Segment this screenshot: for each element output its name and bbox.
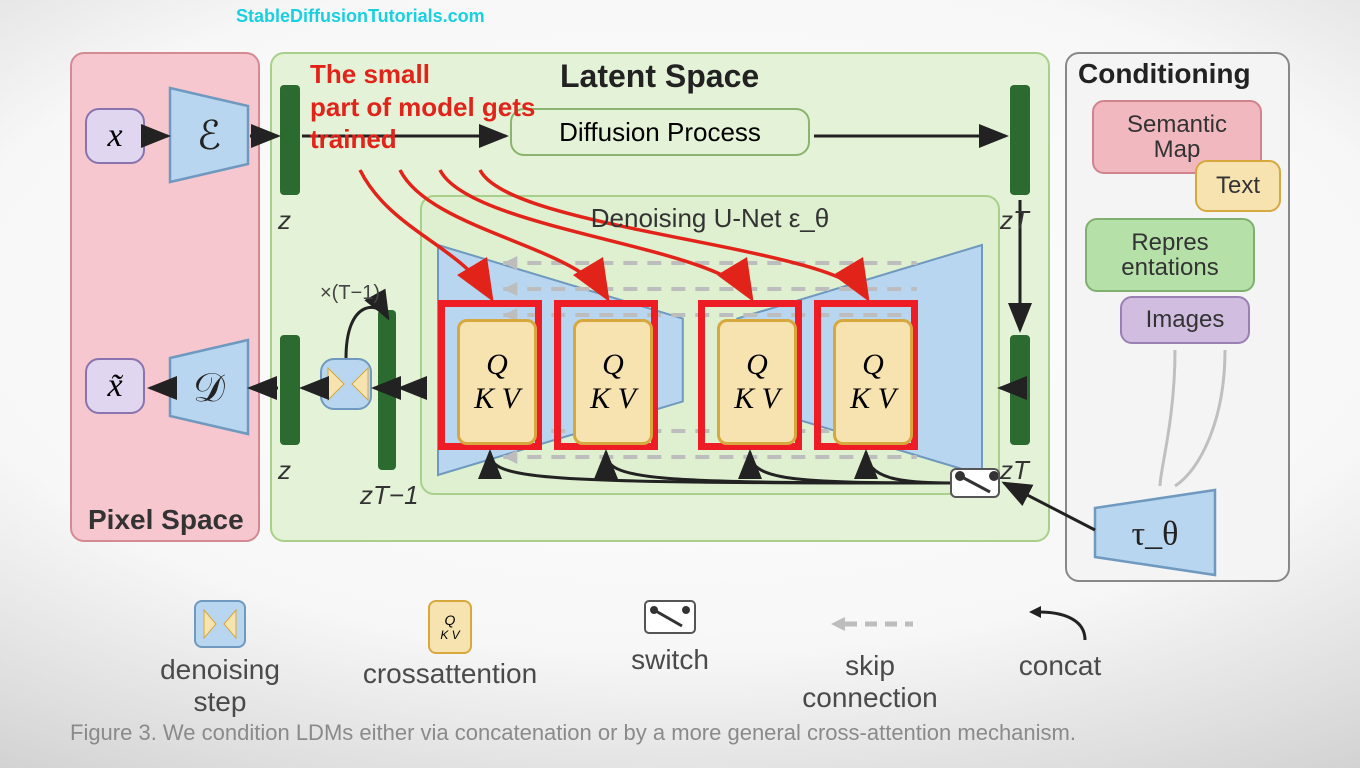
watermark: StableDiffusionTutorials.com xyxy=(236,6,485,27)
legend-concat: concat xyxy=(970,600,1150,682)
bar-label-z_out: z xyxy=(278,455,291,486)
conditioning-label: Conditioning xyxy=(1078,58,1251,90)
qkv-block-1: QK V xyxy=(554,300,658,450)
z-bar-bottom xyxy=(280,335,300,445)
qkv-block-0: QK V xyxy=(438,300,542,450)
bar-label-zT_bot: zT xyxy=(1000,455,1029,486)
zT-bar-top xyxy=(1010,85,1030,195)
legend-denoise: denoising step xyxy=(130,600,310,718)
annotation-line3: trained xyxy=(310,123,535,156)
diagram-stage: StableDiffusionTutorials.com Pixel Space… xyxy=(0,0,1360,768)
bar-label-z_in: z xyxy=(278,205,291,236)
diffusion-process-node: Diffusion Process xyxy=(510,108,810,156)
legend-skip: skip connection xyxy=(780,600,960,714)
legend-qkv: QK Vcrossattention xyxy=(360,600,540,690)
xtilde-node: x̃ xyxy=(85,358,145,414)
pixel-space-label: Pixel Space xyxy=(88,504,244,536)
z-bar-top xyxy=(280,85,300,195)
zt-1-bar xyxy=(378,310,396,470)
qkv-block-3: QK V xyxy=(814,300,918,450)
denoise-step-mini xyxy=(320,358,372,410)
zT-bar-bottom xyxy=(1010,335,1030,445)
conditioning-item-3: Images xyxy=(1120,296,1250,344)
x-node: x xyxy=(85,108,145,164)
annotation-text: The small part of model gets trained xyxy=(310,58,535,156)
annotation-line1: The small xyxy=(310,58,535,91)
conditioning-item-1: Text xyxy=(1195,160,1281,212)
figure-caption: Figure 3. We condition LDMs either via c… xyxy=(70,720,1076,746)
bar-label-zt1: zT−1 xyxy=(360,480,419,511)
legend-switch: switch xyxy=(580,600,760,676)
qkv-block-2: QK V xyxy=(698,300,802,450)
loop-count-label: ×(T−1) xyxy=(320,282,380,305)
switch-node xyxy=(950,468,1000,498)
latent-space-label: Latent Space xyxy=(560,58,759,95)
unet-title: Denoising U-Net ε_θ xyxy=(591,203,829,234)
conditioning-item-2: Representations xyxy=(1085,218,1255,292)
bar-label-zT_top: zT xyxy=(1000,205,1029,236)
annotation-line2: part of model gets xyxy=(310,91,535,124)
